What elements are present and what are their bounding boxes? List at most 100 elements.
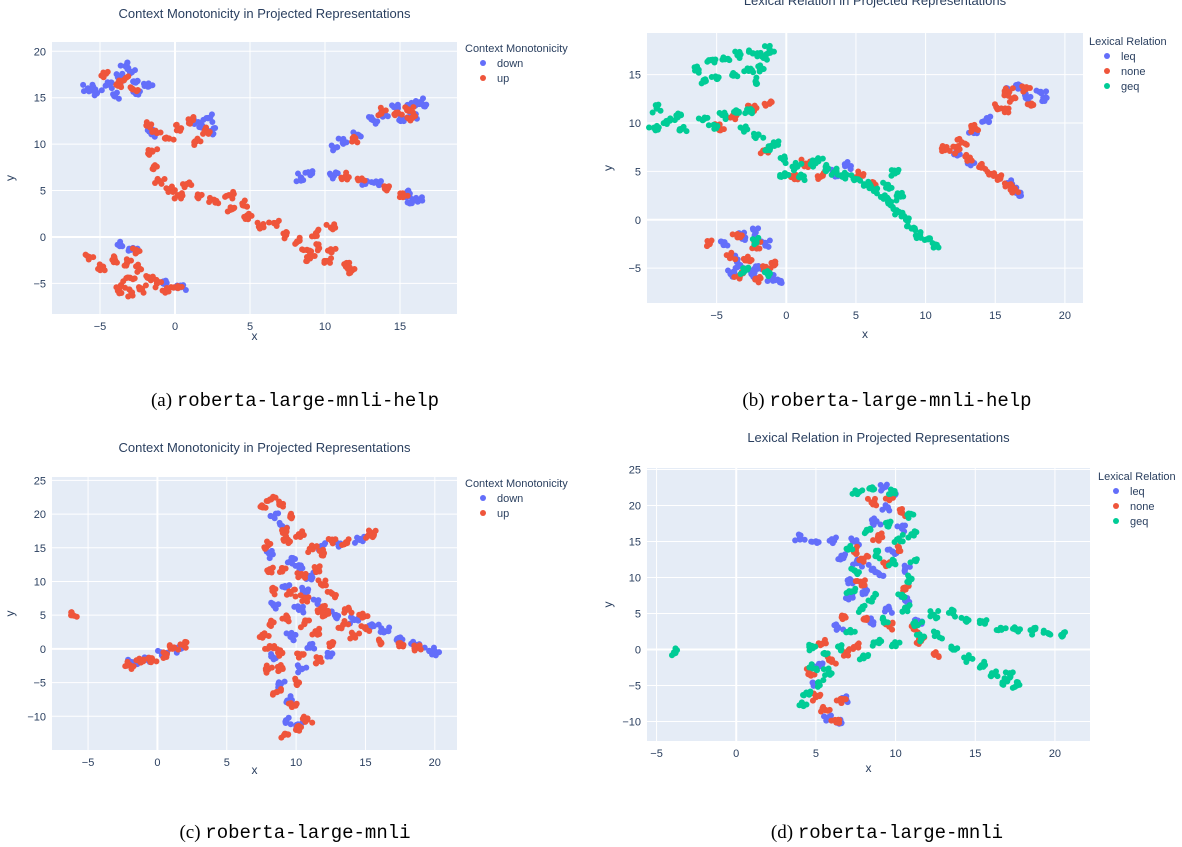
data-point bbox=[895, 208, 902, 215]
data-point bbox=[340, 541, 347, 548]
data-point bbox=[159, 287, 166, 294]
data-point bbox=[329, 175, 336, 182]
data-point bbox=[856, 656, 863, 663]
data-point bbox=[1009, 85, 1016, 92]
data-point bbox=[671, 117, 678, 124]
legend-marker bbox=[1113, 503, 1119, 509]
data-point bbox=[161, 175, 168, 182]
data-point bbox=[878, 487, 885, 494]
data-point bbox=[358, 175, 365, 182]
data-point bbox=[772, 258, 779, 265]
data-point bbox=[149, 129, 156, 136]
data-point bbox=[203, 124, 210, 131]
data-point bbox=[1001, 675, 1008, 682]
chart-title: Context Monotonicity in Projected Repres… bbox=[119, 440, 411, 455]
data-point bbox=[341, 609, 348, 616]
x-tick-label: −5 bbox=[82, 757, 95, 769]
legend-marker bbox=[1104, 68, 1110, 74]
data-point bbox=[265, 550, 272, 557]
series-none bbox=[803, 493, 942, 726]
data-point bbox=[819, 155, 826, 162]
data-point bbox=[925, 235, 932, 242]
data-point bbox=[775, 141, 782, 148]
data-point bbox=[133, 657, 140, 664]
data-point bbox=[163, 284, 170, 291]
data-point bbox=[770, 48, 777, 55]
data-point bbox=[136, 286, 143, 293]
data-point bbox=[699, 116, 706, 123]
series-geq bbox=[646, 42, 942, 280]
data-point bbox=[124, 274, 131, 281]
data-point bbox=[904, 223, 911, 230]
data-point bbox=[386, 624, 393, 631]
data-point bbox=[1044, 630, 1051, 637]
data-point bbox=[195, 195, 202, 202]
data-point bbox=[879, 615, 886, 622]
data-point bbox=[275, 667, 282, 674]
data-point bbox=[674, 647, 681, 654]
data-point bbox=[104, 79, 111, 86]
data-point bbox=[178, 190, 185, 197]
legend-entry-down: down bbox=[497, 58, 523, 70]
y-axis-label: y bbox=[601, 165, 615, 171]
data-point bbox=[866, 485, 873, 492]
y-tick-label: 15 bbox=[629, 70, 641, 82]
legend: Context Monotonicity down up bbox=[465, 478, 568, 520]
data-point bbox=[800, 703, 807, 710]
data-point bbox=[822, 672, 829, 679]
data-point bbox=[968, 122, 975, 129]
data-point bbox=[861, 577, 868, 584]
data-point bbox=[277, 647, 284, 654]
data-point bbox=[884, 619, 891, 626]
data-point bbox=[938, 145, 945, 152]
series-layer bbox=[68, 493, 443, 741]
data-point bbox=[287, 538, 294, 545]
data-point bbox=[308, 233, 315, 240]
data-point bbox=[288, 700, 295, 707]
x-tick-label: 0 bbox=[172, 321, 178, 333]
data-point bbox=[315, 226, 322, 233]
data-point bbox=[171, 284, 178, 291]
data-point bbox=[907, 559, 914, 566]
data-point bbox=[395, 109, 402, 116]
data-point bbox=[377, 104, 384, 111]
data-point bbox=[307, 250, 314, 257]
data-point bbox=[261, 630, 268, 637]
y-tick-label: 5 bbox=[40, 610, 46, 622]
caption-model-name: roberta-large-mnli bbox=[797, 822, 1004, 844]
data-point bbox=[165, 188, 172, 195]
legend-entry-geq: geq bbox=[1121, 81, 1139, 93]
data-point bbox=[287, 721, 294, 728]
data-point bbox=[154, 146, 161, 153]
data-point bbox=[870, 621, 877, 628]
data-point bbox=[264, 567, 271, 574]
data-point bbox=[176, 126, 183, 133]
data-point bbox=[125, 65, 132, 72]
data-point bbox=[751, 241, 758, 248]
data-point bbox=[400, 192, 407, 199]
data-point bbox=[711, 59, 718, 66]
data-point bbox=[754, 132, 761, 139]
data-point bbox=[861, 530, 868, 537]
data-point bbox=[356, 630, 363, 637]
data-point bbox=[128, 257, 135, 264]
data-point bbox=[822, 163, 829, 170]
data-point bbox=[782, 160, 789, 167]
data-point bbox=[740, 265, 747, 272]
data-point bbox=[266, 555, 273, 562]
legend-marker bbox=[1113, 488, 1119, 494]
data-point bbox=[762, 102, 769, 109]
data-point bbox=[935, 608, 942, 615]
data-point bbox=[365, 527, 372, 534]
data-point bbox=[931, 650, 938, 657]
data-point bbox=[987, 113, 994, 120]
data-point bbox=[175, 646, 182, 653]
data-point bbox=[120, 278, 127, 285]
data-point bbox=[809, 538, 816, 545]
data-point bbox=[904, 218, 911, 225]
data-point bbox=[646, 124, 653, 131]
y-axis-label: y bbox=[601, 602, 615, 608]
y-tick-label: 20 bbox=[34, 46, 46, 58]
data-point bbox=[316, 631, 323, 638]
data-point bbox=[284, 559, 291, 566]
